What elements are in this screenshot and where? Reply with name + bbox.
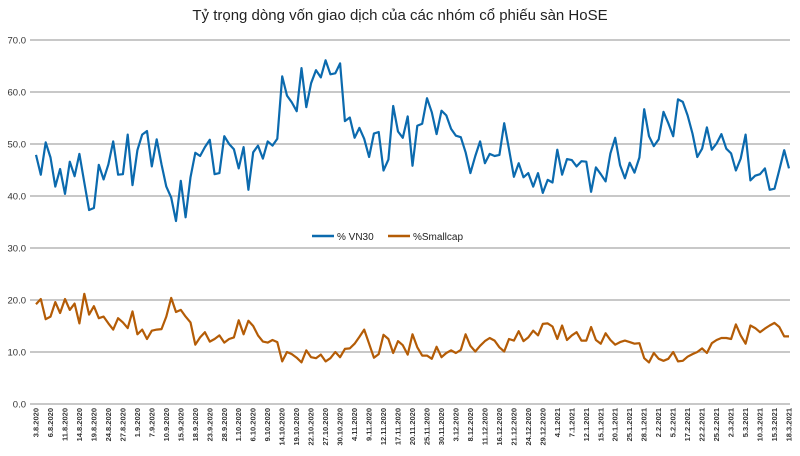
series-line-smallcap [35, 292, 789, 364]
x-tick-label: 25.11.2020 [422, 408, 431, 445]
x-tick-label: 25.1.2021 [625, 408, 634, 441]
legend-label-vn30: % VN30 [337, 232, 374, 243]
x-tick-label: 24.8.2020 [104, 408, 113, 441]
x-tick-label: 3.8.2020 [32, 408, 41, 437]
x-tick-label: 7.1.2021 [567, 408, 576, 437]
series-lines [34, 59, 791, 364]
x-tick-label: 10.9.2020 [162, 408, 171, 441]
legend: % VN30 %Smallcap [312, 232, 463, 243]
x-tick-label: 3.12.2020 [451, 408, 460, 441]
x-tick-label: 21.12.2020 [509, 408, 518, 446]
x-tick-label: 23.9.2020 [205, 408, 214, 441]
x-tick-label: 11.12.2020 [480, 408, 489, 445]
x-tick-label: 28.1.2021 [640, 408, 649, 441]
x-tick-label: 16.12.2020 [495, 408, 504, 446]
x-tick-label: 19.8.2020 [89, 408, 98, 441]
x-tick-label: 15.1.2021 [596, 408, 605, 441]
x-tick-label: 9.11.2020 [365, 408, 374, 441]
x-tick-label: 22.2.2021 [698, 408, 707, 441]
x-tick-label: 9.10.2020 [263, 408, 272, 441]
y-tick-label: 60.0 [8, 88, 27, 99]
x-tick-label: 17.2.2021 [683, 408, 692, 441]
x-tick-label: 18.3.2021 [785, 408, 794, 441]
x-tick-label: 2.2.2021 [654, 408, 663, 437]
x-tick-label: 8.12.2020 [466, 408, 475, 441]
chart-title: Tỷ trọng dòng vốn giao dịch của các nhóm… [192, 7, 607, 24]
x-tick-label: 27.8.2020 [118, 408, 127, 441]
series-line-vn30 [34, 59, 791, 223]
x-tick-label: 25.2.2021 [712, 408, 721, 441]
x-tick-label: 15.9.2020 [176, 408, 185, 441]
x-axis-ticks: 3.8.2020 6.8.2020 11.8.2020 14.8.2020 19.8.2… [32, 408, 794, 446]
x-tick-label: 28.9.2020 [220, 408, 229, 441]
x-tick-label: 27.10.2020 [321, 408, 330, 446]
x-tick-label: 20.11.2020 [408, 408, 417, 445]
x-tick-label: 30.11.2020 [437, 408, 446, 445]
x-tick-label: 10.3.2021 [756, 408, 765, 441]
x-tick-label: 12.1.2021 [582, 408, 591, 441]
x-tick-label: 11.8.2020 [60, 408, 69, 441]
x-tick-label: 20.1.2021 [611, 408, 620, 441]
x-tick-label: 14.10.2020 [278, 408, 287, 446]
y-tick-label: 0.0 [13, 400, 26, 411]
legend-label-smallcap: %Smallcap [413, 232, 463, 243]
x-tick-label: 29.12.2020 [538, 408, 547, 446]
x-tick-label: 5.3.2021 [741, 408, 750, 437]
x-tick-label: 7.9.2020 [147, 408, 156, 437]
x-tick-label: 1.9.2020 [133, 408, 142, 437]
y-tick-label: 50.0 [8, 140, 27, 151]
x-tick-label: 6.10.2020 [249, 408, 258, 441]
x-tick-label: 19.10.2020 [292, 408, 301, 446]
y-tick-label: 10.0 [8, 348, 27, 359]
x-tick-label: 22.10.2020 [307, 408, 316, 446]
x-tick-label: 6.8.2020 [46, 408, 55, 437]
x-tick-label: 17.11.2020 [394, 408, 403, 445]
y-tick-label: 40.0 [8, 192, 27, 203]
x-tick-label: 15.3.2021 [770, 408, 779, 441]
x-tick-label: 5.2.2021 [669, 408, 678, 437]
x-tick-label: 4.11.2020 [350, 408, 359, 441]
y-tick-label: 20.0 [8, 296, 27, 307]
x-tick-label: 24.12.2020 [524, 408, 533, 446]
y-tick-label: 70.0 [8, 36, 27, 47]
x-tick-label: 14.8.2020 [75, 408, 84, 441]
y-axis-ticks: 0.0 10.0 20.0 30.0 40.0 50.0 60.0 70.0 [8, 36, 27, 411]
x-tick-label: 12.11.2020 [379, 408, 388, 445]
x-tick-label: 2.3.2021 [727, 408, 736, 437]
x-tick-label: 18.9.2020 [191, 408, 200, 441]
x-tick-label: 1.10.2020 [234, 408, 243, 441]
x-tick-label: 4.1.2021 [553, 408, 562, 437]
y-tick-label: 30.0 [8, 244, 27, 255]
x-tick-label: 30.10.2020 [336, 408, 345, 446]
